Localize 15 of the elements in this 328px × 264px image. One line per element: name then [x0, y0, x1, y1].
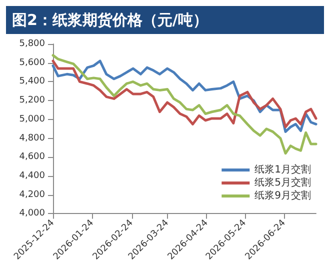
- legend-label: 纸浆1月交割: [254, 164, 312, 176]
- y-tick-label: 4,200: [19, 190, 46, 200]
- y-tick-label: 5,000: [19, 114, 46, 124]
- y-tick-label: 4,600: [19, 152, 46, 162]
- y-tick-label: 5,200: [19, 96, 46, 106]
- legend-label: 纸浆9月交割: [254, 190, 312, 202]
- legend-label: 纸浆5月交割: [254, 176, 312, 188]
- line-series: [52, 54, 318, 155]
- y-tick-label: 5,600: [19, 58, 46, 68]
- y-tick-label: 4,800: [19, 133, 46, 144]
- chart-title: 图2：纸浆期货价格（元/吨）: [6, 6, 324, 34]
- y-tick-label: 4,000: [19, 208, 46, 219]
- y-tick-label: 5,800: [19, 39, 46, 49]
- y-tick-label: 5,400: [19, 76, 46, 87]
- y-tick-label: 4,400: [19, 171, 46, 181]
